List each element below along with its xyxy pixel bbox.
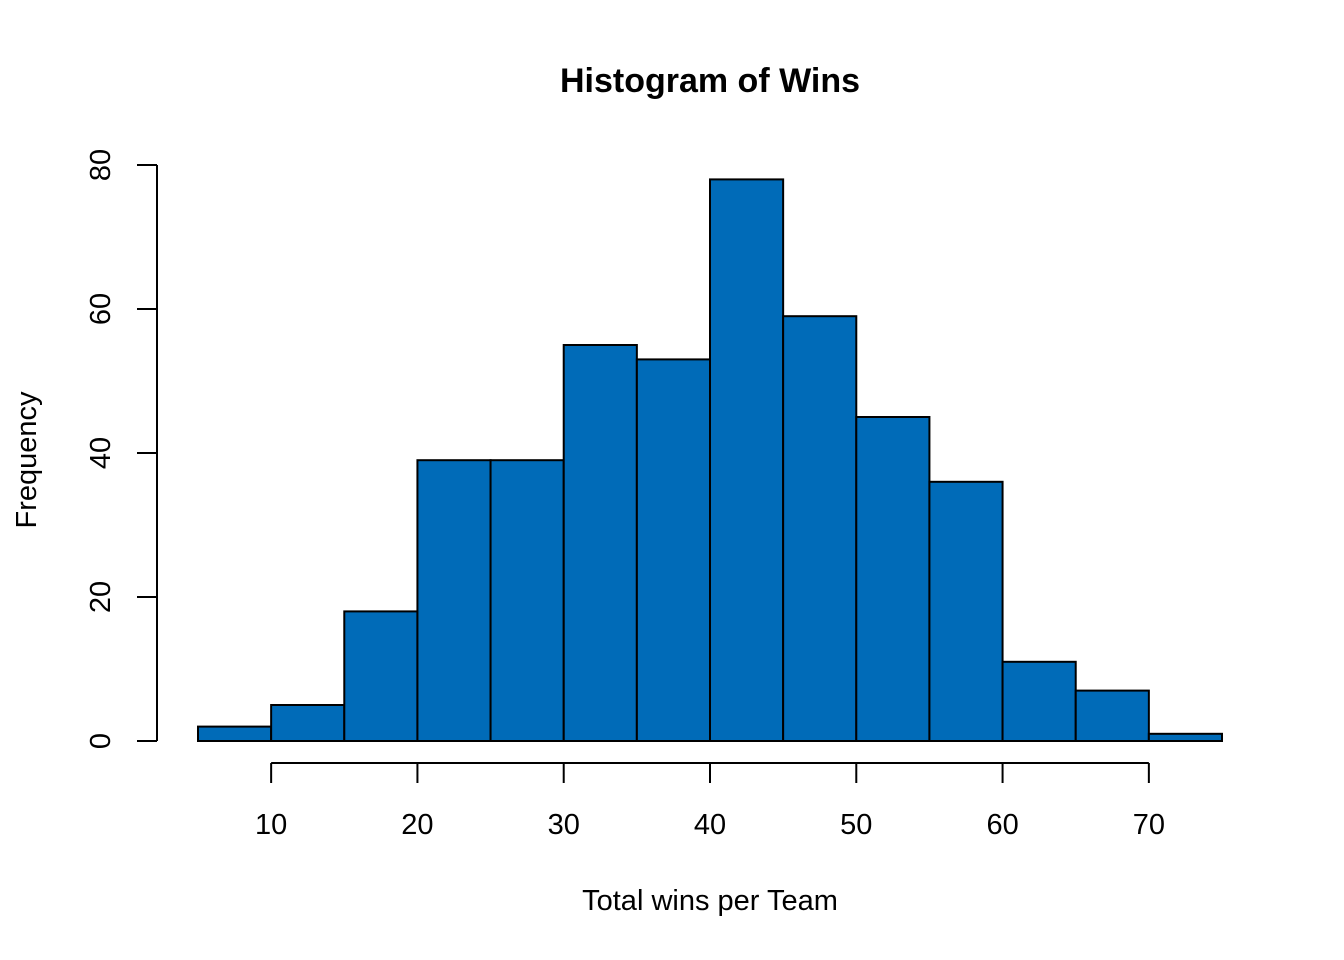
histogram-bar [928,480,1004,742]
histogram-bar [1147,732,1224,742]
bars-group [197,178,1224,743]
histogram-bar [489,459,565,742]
histogram-bar [1001,660,1077,742]
histogram-bar [562,344,638,742]
y-axis: 0 20 40 60 80 [85,149,158,749]
histogram-bar [709,178,785,742]
x-tick-label: 50 [840,809,872,841]
chart-title: Histogram of Wins [560,62,860,100]
histogram-bar [416,459,492,742]
x-axis-label: Total wins per Team [582,885,838,917]
x-tick-label: 70 [1133,809,1165,841]
x-tick-label: 10 [255,809,287,841]
x-tick-label: 20 [401,809,433,841]
histogram-bar [855,416,931,742]
y-tick-label: 20 [85,581,117,613]
histogram-bar [270,704,346,742]
x-tick-label: 40 [694,809,726,841]
y-tick-label: 60 [85,293,117,325]
x-tick-label: 30 [548,809,580,841]
x-axis: 10 20 30 40 50 60 70 [255,762,1165,841]
histogram-bar [635,358,711,742]
y-tick-label: 40 [85,437,117,469]
y-tick-label: 80 [85,149,117,181]
y-tick-label: 0 [85,733,117,749]
histogram-bar [782,315,858,742]
y-axis-label: Frequency [11,391,43,529]
x-tick-label: 60 [986,809,1018,841]
histogram-bar [1074,689,1150,742]
histogram-bar [343,610,419,743]
histogram-bar [197,725,273,742]
